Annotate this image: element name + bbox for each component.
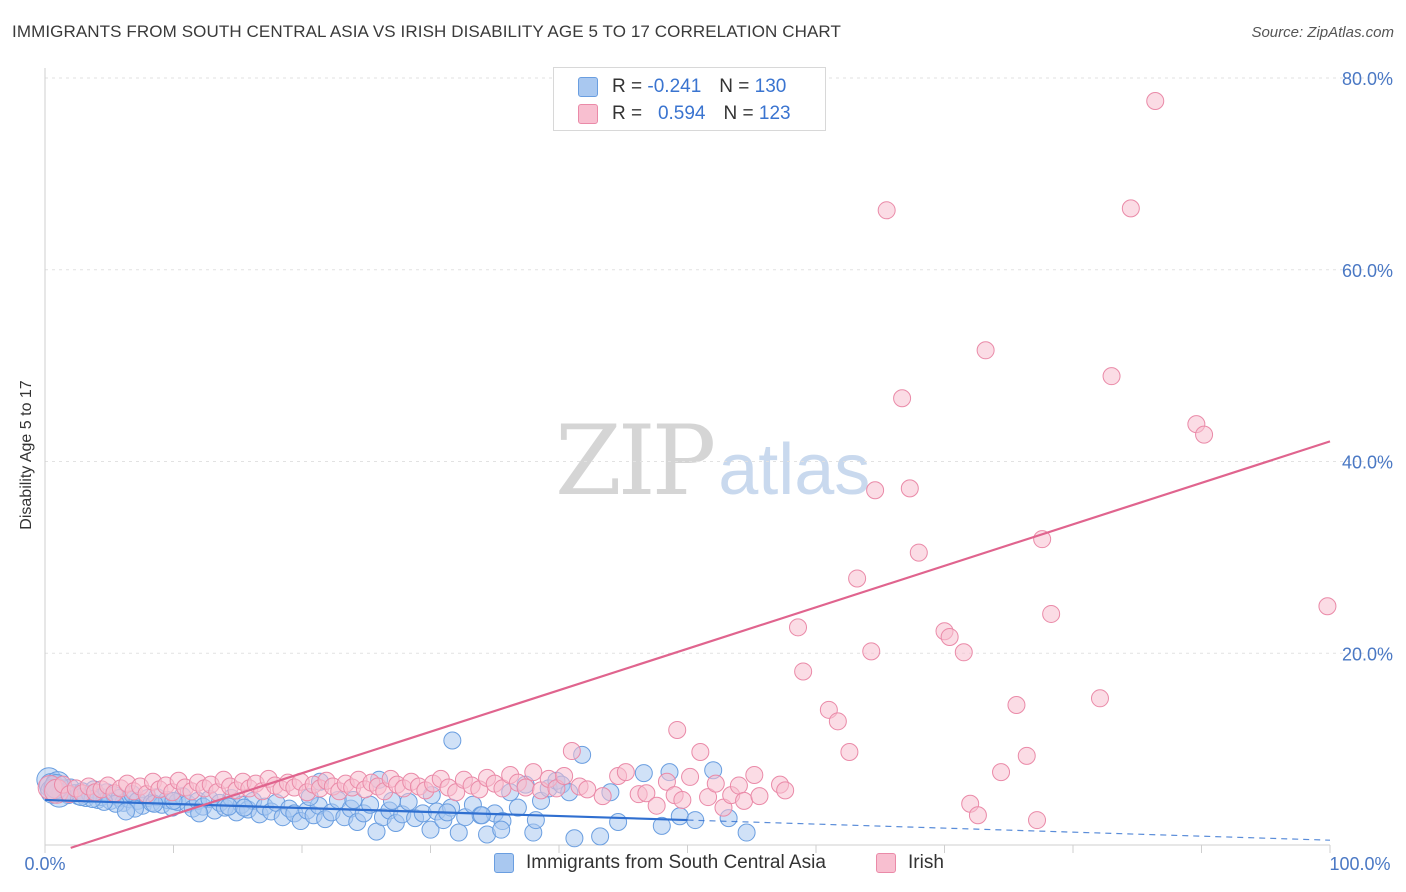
- series-1-point-82: [616, 763, 635, 782]
- series-1-point-119: [976, 341, 995, 360]
- series-1-point-111: [893, 389, 912, 408]
- series-0-point-121: [670, 807, 689, 826]
- series-legend-swatch-blue: [494, 853, 514, 873]
- legend-swatch-pink: [578, 104, 598, 124]
- series-1-point-90: [691, 743, 710, 762]
- tick-layer: 20.0% 40.0% 60.0% 80.0% 0.0% 100.0%: [24, 69, 1393, 874]
- trendline-1-solid: [70, 440, 1331, 849]
- series-1-point-107: [848, 569, 867, 588]
- series-1-point-110: [877, 201, 896, 220]
- stats-legend: R = -0.241 N = 130 R = 0.594 N = 123: [553, 67, 826, 131]
- series-0-point-120: [652, 816, 671, 835]
- legend-r-label: R =: [612, 103, 643, 124]
- series-legend-label: Irish: [908, 852, 944, 873]
- chart-title: IMMIGRANTS FROM SOUTH CENTRAL ASIA VS IR…: [12, 22, 841, 41]
- legend-swatch-blue: [578, 77, 598, 97]
- series-1-point-100: [776, 781, 795, 800]
- series-legend-item-south-central-asia[interactable]: Immigrants from South Central Asia: [494, 852, 826, 874]
- y-tick-label-3: 80.0%: [1342, 69, 1393, 89]
- series-1-point-80: [593, 787, 612, 806]
- series-1-point-128: [1121, 199, 1140, 218]
- series-1-point-77: [562, 742, 581, 761]
- x-tick-label-0: 0.0%: [24, 854, 65, 874]
- series-1-point-95: [729, 776, 748, 795]
- series-1-point-97: [745, 766, 764, 785]
- series-1-point-131: [1195, 425, 1214, 444]
- legend-n-value: 130: [754, 76, 787, 97]
- legend-n-value: 123: [758, 103, 791, 124]
- legend-r-value: -0.241: [647, 76, 702, 97]
- series-1-point-123: [1028, 811, 1047, 830]
- series-legend: Immigrants from South Central Asia Irish: [0, 852, 1406, 878]
- series-1-point-118: [968, 806, 987, 825]
- series-1-point-79: [578, 780, 597, 799]
- series-1-point-84: [637, 784, 656, 803]
- axis-layer: [44, 68, 1331, 853]
- trendline-0-solid: [44, 798, 688, 822]
- series-1-point-85: [647, 796, 666, 815]
- x-tick-label-1: 100.0%: [1329, 854, 1390, 874]
- legend-r-label: R =: [612, 76, 643, 97]
- series-0-point-98: [472, 806, 491, 825]
- series-1-point-105: [828, 712, 847, 731]
- y-tick-label-1: 40.0%: [1342, 453, 1393, 473]
- series-1-point-115: [940, 627, 959, 646]
- trendline-0-dashed: [687, 819, 1331, 841]
- series-1-point-127: [1102, 367, 1121, 386]
- series-1-point-116: [954, 643, 973, 662]
- series-legend-item-irish[interactable]: Irish: [876, 852, 944, 874]
- series-0-point-116: [565, 829, 584, 848]
- trend-layer: [44, 440, 1331, 849]
- series-0-point-129: [737, 823, 756, 842]
- legend-n-label: N =: [719, 76, 750, 97]
- series-1-point-109: [866, 481, 885, 500]
- series-1-point-91: [699, 788, 718, 807]
- series-1-point-106: [840, 743, 859, 762]
- series-1-point-125: [1042, 604, 1061, 623]
- grid-layer: [45, 77, 1392, 654]
- series-legend-label: Immigrants from South Central Asia: [526, 852, 826, 873]
- series-0-point-73: [421, 820, 440, 839]
- series-1-point-113: [909, 543, 928, 562]
- series-1-point-86: [657, 772, 676, 791]
- series-1-point-129: [1146, 92, 1165, 111]
- series-1-point-76: [555, 766, 574, 785]
- series-1-point-112: [900, 479, 919, 498]
- series-0-point-100: [235, 798, 254, 817]
- y-tick-label-0: 20.0%: [1342, 644, 1393, 664]
- legend-row-irish: R = 0.594 N = 123: [578, 102, 791, 126]
- series-1-point-122: [1017, 746, 1036, 765]
- series-1-point-120: [992, 763, 1011, 782]
- series-1-point-121: [1007, 696, 1026, 715]
- series-1-point-96: [735, 791, 754, 810]
- series-0-point-113: [116, 802, 135, 821]
- series-1-point-101: [668, 720, 687, 739]
- series-1-point-132: [1318, 597, 1337, 616]
- series-0-point-77: [449, 823, 468, 842]
- series-1-point-88: [673, 790, 692, 809]
- series-1-point-71: [516, 778, 535, 797]
- series-1-point-103: [794, 662, 813, 681]
- series-1-point-108: [862, 642, 881, 661]
- series-0-point-124: [492, 820, 511, 839]
- points-layer: [36, 92, 1337, 848]
- legend-row-south-central-asia: R = -0.241 N = 130: [578, 75, 786, 99]
- series-1-point-72: [524, 763, 543, 782]
- series-1-point-126: [1090, 689, 1109, 708]
- chart-source: Source: ZipAtlas.com: [1251, 24, 1394, 41]
- series-1-point-89: [681, 767, 700, 786]
- series-0-point-117: [591, 827, 610, 846]
- series-0-point-87: [508, 798, 527, 817]
- series-0-point-126: [443, 731, 462, 750]
- series-0-point-119: [634, 764, 653, 783]
- series-1-point-102: [789, 618, 808, 637]
- series-legend-swatch-pink: [876, 853, 896, 873]
- legend-r-value: 0.594: [657, 103, 706, 124]
- series-1-point-98: [750, 787, 769, 806]
- legend-n-label: N =: [723, 103, 754, 124]
- series-0-point-118: [609, 812, 628, 831]
- series-1-point-92: [706, 774, 725, 793]
- y-tick-label-2: 60.0%: [1342, 261, 1393, 281]
